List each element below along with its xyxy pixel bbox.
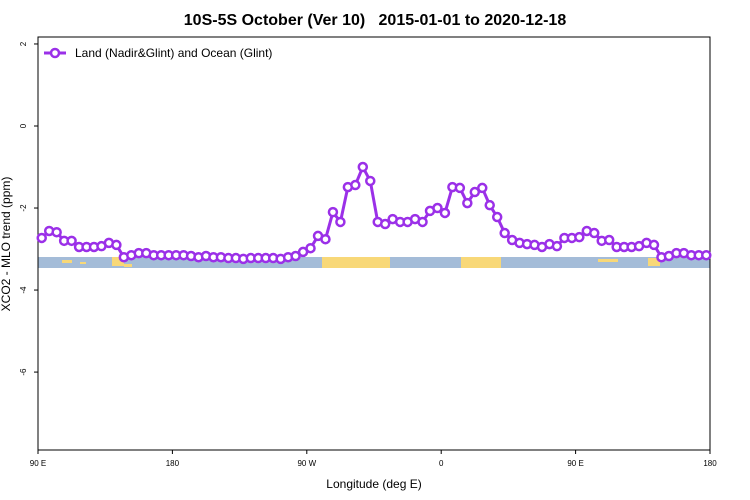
data-point xyxy=(454,182,466,194)
data-point xyxy=(477,182,488,194)
x-tick-label: 90 E xyxy=(30,459,46,468)
data-point xyxy=(589,227,600,239)
chart-title: 10S-5S October (Ver 10) 2015-01-01 to 20… xyxy=(184,12,567,29)
y-tick-label: -2 xyxy=(19,204,28,212)
data-point xyxy=(365,175,376,187)
data-point xyxy=(357,161,369,173)
x-tick-label: 90 W xyxy=(297,459,316,468)
x-tick-label: 180 xyxy=(166,459,180,468)
data-point xyxy=(111,239,122,251)
land-ocean-strip xyxy=(38,257,710,268)
data-point xyxy=(66,235,77,247)
data-point xyxy=(469,186,481,198)
x-tick-label: 0 xyxy=(439,459,444,468)
data-point xyxy=(320,233,331,245)
y-tick-label: 2 xyxy=(19,41,28,46)
data-point xyxy=(51,226,62,238)
y-tick-label: -4 xyxy=(19,286,28,294)
plot-frame xyxy=(37,36,711,451)
data-point xyxy=(327,206,339,218)
legend-label: Land (Nadir&Glint) and Ocean (Glint) xyxy=(75,46,272,60)
x-axis-label: Longitude (deg E) xyxy=(326,477,421,491)
y-tick-label: -6 xyxy=(19,368,28,376)
data-point xyxy=(417,216,428,228)
data-point xyxy=(491,211,503,223)
data-point xyxy=(648,239,660,251)
data-point xyxy=(350,179,361,191)
data-point xyxy=(551,240,563,252)
data-point xyxy=(36,232,47,244)
data-point xyxy=(499,227,510,239)
legend-marker xyxy=(49,47,61,59)
data-point xyxy=(290,250,301,262)
data-point xyxy=(574,231,585,243)
data-point xyxy=(432,202,443,214)
data-point xyxy=(484,199,495,211)
x-tick-label: 90 E xyxy=(567,459,583,468)
x-tick-label: 180 xyxy=(703,459,717,468)
data-point xyxy=(305,242,316,254)
data-point xyxy=(701,249,712,261)
data-point xyxy=(335,216,346,228)
y-axis-label: XCO2 - MLO trend (ppm) xyxy=(0,177,13,312)
data-point xyxy=(462,197,473,209)
data-point xyxy=(439,207,451,219)
data-point xyxy=(379,218,391,230)
y-tick-label: 0 xyxy=(19,123,28,128)
data-point xyxy=(603,234,615,246)
